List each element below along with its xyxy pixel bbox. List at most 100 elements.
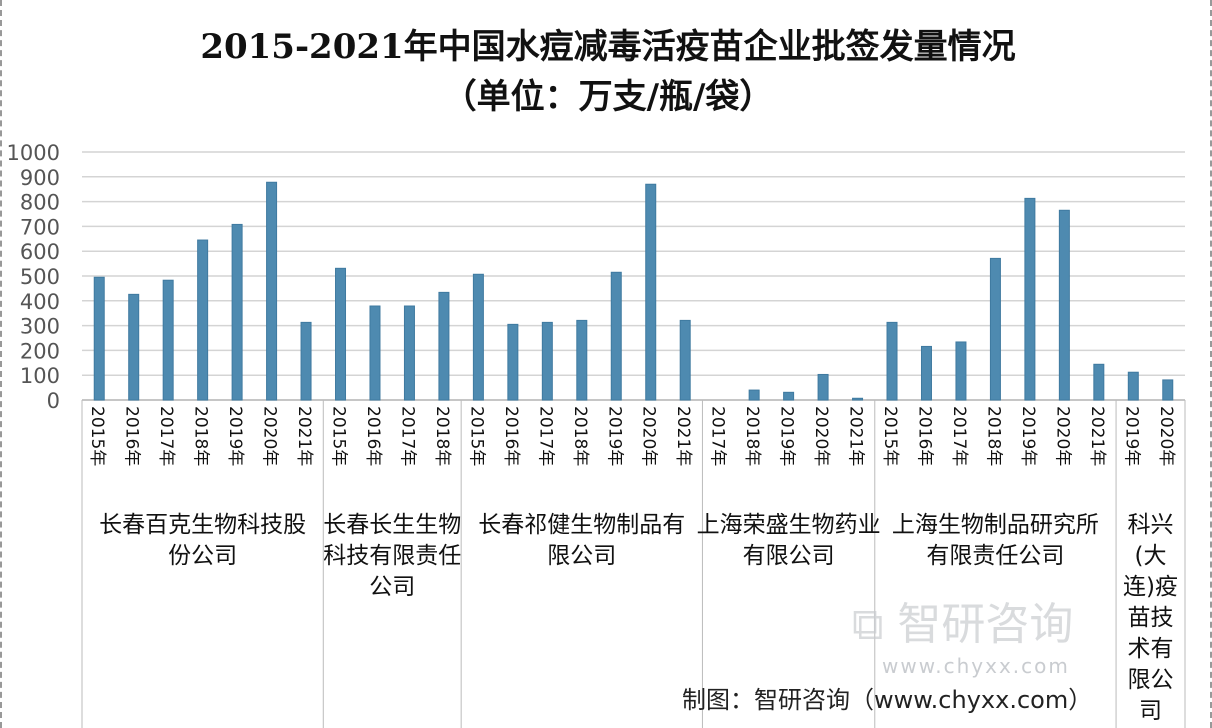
x-tick-label: 2015年 [87,406,107,466]
group-label: 有限公司 [743,543,835,569]
x-tick-label: 2019年 [1121,406,1141,466]
group-label: 限公司 [547,543,616,569]
bar [989,257,1001,401]
x-tick-label: 2020年 [1052,406,1072,466]
group-label: (大 [1135,543,1167,569]
y-tick-label: 300 [20,315,60,339]
bar [748,389,760,401]
y-tick-label: 600 [20,240,60,264]
bar [679,319,691,401]
group-label: 上海生物制品研究所 [892,512,1099,538]
watermark-logo: ⧉ 智研咨询 [852,600,1073,650]
group-label: 科技有限责任 [323,543,461,569]
group-label: 有限责任公司 [926,543,1064,569]
bar [197,239,209,401]
x-tick-label: 2015年 [466,406,486,466]
bar [93,276,105,401]
group-label: 司 [1139,698,1162,724]
bar [300,321,312,401]
group-label: 长春祁健生物制品有 [478,512,685,538]
group-label: 上海荣盛生物药业 [697,512,881,538]
bar [162,279,174,401]
bar [369,305,381,401]
x-tick-label: 2016年 [914,406,934,466]
x-tick-label: 2020年 [1156,406,1176,466]
bar [541,321,553,401]
y-tick-label: 500 [20,265,60,289]
group-label: 公司 [369,574,415,600]
chart-title: 2015-2021年中国水痘减毒活疫苗企业批签发量情况 （单位：万支/瓶/袋） [2,22,1210,122]
x-tick-label: 2021年 [294,406,314,466]
group-label: 长春百克生物科技股 [99,512,306,538]
x-tick-label: 2021年 [846,406,866,466]
x-tick-label: 2018年 [191,406,211,466]
watermark-logo-icon: ⧉ [852,599,898,650]
x-tick-label: 2015年 [329,406,349,466]
x-tick-label: 2019年 [777,406,797,466]
x-tick-label: 2018年 [570,406,590,466]
bar [955,341,967,401]
x-tick-label: 2017年 [156,406,176,466]
bar [128,293,140,401]
y-tick-label: 900 [20,166,60,190]
y-tick-label: 0 [47,389,60,413]
bar [1127,371,1139,401]
x-tick-label: 2020年 [260,406,280,466]
bar [576,319,588,401]
x-tick-label: 2019年 [225,406,245,466]
x-tick-label: 2017年 [708,406,728,466]
y-tick-label: 800 [20,191,60,215]
subtitle-line: （单位：万支/瓶/袋） [442,77,774,117]
group-label: 术有 [1128,636,1174,662]
watermark-logo-text: 智研咨询 [897,599,1074,650]
x-tick-label: 2016年 [501,406,521,466]
bar [886,321,898,401]
x-tick-label: 2018年 [432,406,452,466]
watermark-url: www.chyxx.com [882,654,1070,678]
bar [817,373,829,401]
group-label: 连)疫 [1123,574,1178,600]
title-line: 2015-2021年中国水痘减毒活疫苗企业批签发量情况 [200,27,1016,67]
group-label: 限公 [1128,667,1174,693]
bar [1024,197,1036,401]
group-label: 份公司 [168,543,237,569]
bar [266,181,278,401]
x-tick-label: 2017年 [949,406,969,466]
bar [645,183,657,401]
bar [783,391,795,401]
bar [231,223,243,401]
x-tick-label: 2017年 [397,406,417,466]
bar [920,345,932,401]
bar [1093,363,1105,401]
x-tick-label: 2016年 [363,406,383,466]
bar [1162,379,1174,401]
x-tick-label: 2020年 [811,406,831,466]
group-label: 科兴 [1128,512,1174,538]
x-tick-label: 2020年 [639,406,659,466]
bar [852,397,864,401]
y-tick-label: 400 [20,290,60,314]
group-label: 长春长生生物 [323,512,461,538]
x-tick-label: 2016年 [122,406,142,466]
x-tick-label: 2017年 [535,406,555,466]
y-tick-label: 700 [20,215,60,239]
bar [1058,209,1070,401]
x-tick-label: 2021年 [673,406,693,466]
source-note: 制图：智研咨询（www.chyxx.com） [682,686,1093,714]
bar [335,267,347,401]
y-tick-label: 100 [20,364,60,388]
x-tick-label: 2015年 [880,406,900,466]
bar [438,291,450,401]
x-tick-label: 2018年 [983,406,1003,466]
x-tick-label: 2019年 [604,406,624,466]
x-tick-label: 2021年 [1087,406,1107,466]
y-tick-label: 1000 [7,141,60,165]
group-label: 苗技 [1128,605,1174,631]
bar [472,273,484,401]
bar [507,323,519,401]
y-tick-label: 200 [20,339,60,363]
x-tick-label: 2018年 [742,406,762,466]
bar [403,305,415,401]
